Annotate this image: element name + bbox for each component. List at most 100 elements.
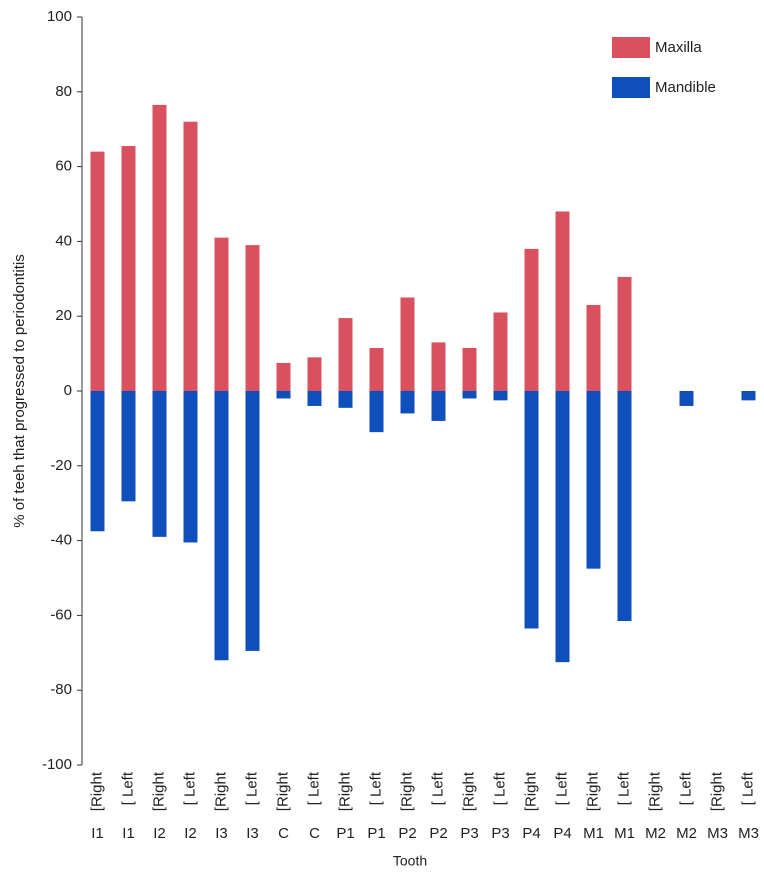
- x-tick-label: [Right: [646, 771, 663, 811]
- bar: [555, 391, 570, 663]
- legend-swatch: [612, 37, 650, 58]
- y-tick-label: 100: [47, 8, 72, 25]
- y-tick-label: 40: [55, 232, 72, 249]
- x-tick-label: [Right: [522, 771, 539, 811]
- x-tick-label: [ Left: [491, 771, 508, 805]
- x-tick-label: I1: [91, 825, 104, 842]
- bar: [369, 347, 384, 391]
- bar: [462, 391, 477, 399]
- x-tick-label: M1: [583, 825, 604, 842]
- y-tick-label: 20: [55, 307, 72, 324]
- bar: [493, 391, 508, 401]
- y-tick-label: -60: [50, 606, 72, 623]
- x-tick-label: [ Left: [119, 771, 136, 805]
- x-tick-label: [ Left: [181, 771, 198, 805]
- x-tick-label: [ Left: [429, 771, 446, 805]
- x-tick-label: M2: [676, 825, 697, 842]
- x-tick-label: P3: [491, 825, 509, 842]
- x-tick-label: [Right: [584, 771, 601, 811]
- x-tick-label: I1: [122, 825, 135, 842]
- bar: [245, 391, 260, 651]
- x-tick-label: [ Left: [615, 771, 632, 805]
- bar: [617, 276, 632, 391]
- bar: [307, 391, 322, 406]
- bar: [400, 297, 415, 391]
- bar: [307, 357, 322, 391]
- x-tick-label: [ Left: [367, 771, 384, 805]
- bar: [214, 391, 229, 661]
- bar: [152, 391, 167, 537]
- x-tick-label: [Right: [150, 771, 167, 811]
- legend-swatch: [612, 77, 650, 98]
- x-tick-label: P1: [336, 825, 354, 842]
- y-tick-label: -40: [50, 532, 72, 549]
- bar: [276, 362, 291, 391]
- y-tick-label: 80: [55, 83, 72, 100]
- x-tick-label: C: [278, 825, 289, 842]
- bar: [338, 318, 353, 391]
- x-tick-label: M1: [614, 825, 635, 842]
- bar: [462, 347, 477, 391]
- x-tick-label: [ Left: [677, 771, 694, 805]
- bar: [183, 121, 198, 391]
- bar: [152, 104, 167, 391]
- x-tick-label: [Right: [398, 771, 415, 811]
- bar: [586, 391, 601, 569]
- bar: [90, 151, 105, 391]
- x-tick-label: C: [309, 825, 320, 842]
- bar: [524, 391, 539, 629]
- x-tick-label: P2: [429, 825, 447, 842]
- bar: [338, 391, 353, 408]
- x-tick-label: [ Left: [243, 771, 260, 805]
- x-tick-label: P2: [398, 825, 416, 842]
- bar: [214, 237, 229, 391]
- y-tick-label: -100: [42, 756, 72, 773]
- bar: [183, 391, 198, 543]
- x-tick-label: [ Left: [553, 771, 570, 805]
- bar: [369, 391, 384, 433]
- bar: [431, 391, 446, 421]
- x-tick-label: [Right: [460, 771, 477, 811]
- x-tick-label: I3: [246, 825, 259, 842]
- x-tick-label: [Right: [212, 771, 229, 811]
- x-tick-label: [ Left: [305, 771, 322, 805]
- x-tick-label: M3: [738, 825, 759, 842]
- y-axis-label: % of teeh that progressed to periodontit…: [11, 254, 28, 528]
- y-tick-label: 60: [55, 158, 72, 175]
- x-tick-label: [Right: [88, 771, 105, 811]
- bar: [586, 304, 601, 391]
- x-tick-label: I2: [184, 825, 197, 842]
- bar: [245, 245, 260, 391]
- bar: [617, 391, 632, 622]
- x-tick-label: P4: [553, 825, 571, 842]
- bar: [276, 391, 291, 399]
- bar: [400, 391, 415, 414]
- y-tick-label: 0: [64, 382, 72, 399]
- bar: [679, 391, 694, 406]
- x-tick-label: [Right: [336, 771, 353, 811]
- x-tick-label: M3: [707, 825, 728, 842]
- x-tick-label: [Right: [274, 771, 291, 811]
- bar: [524, 248, 539, 391]
- x-axis-label: Tooth: [393, 853, 427, 869]
- x-tick-label: I2: [153, 825, 166, 842]
- bar: [121, 146, 136, 391]
- legend-label: Maxilla: [655, 39, 702, 56]
- x-tick-label: [Right: [708, 771, 725, 811]
- x-tick-label: P3: [460, 825, 478, 842]
- bar: [555, 211, 570, 391]
- bar: [121, 391, 136, 502]
- x-tick-label: P1: [367, 825, 385, 842]
- x-tick-label: [ Left: [739, 771, 756, 805]
- x-tick-label: P4: [522, 825, 540, 842]
- legend-label: Mandible: [655, 79, 716, 96]
- y-tick-label: -20: [50, 457, 72, 474]
- bar: [741, 391, 756, 401]
- bar: [90, 391, 105, 532]
- y-tick-label: -80: [50, 681, 72, 698]
- x-tick-label: M2: [645, 825, 666, 842]
- bar: [431, 342, 446, 391]
- x-tick-label: I3: [215, 825, 228, 842]
- bar: [493, 312, 508, 391]
